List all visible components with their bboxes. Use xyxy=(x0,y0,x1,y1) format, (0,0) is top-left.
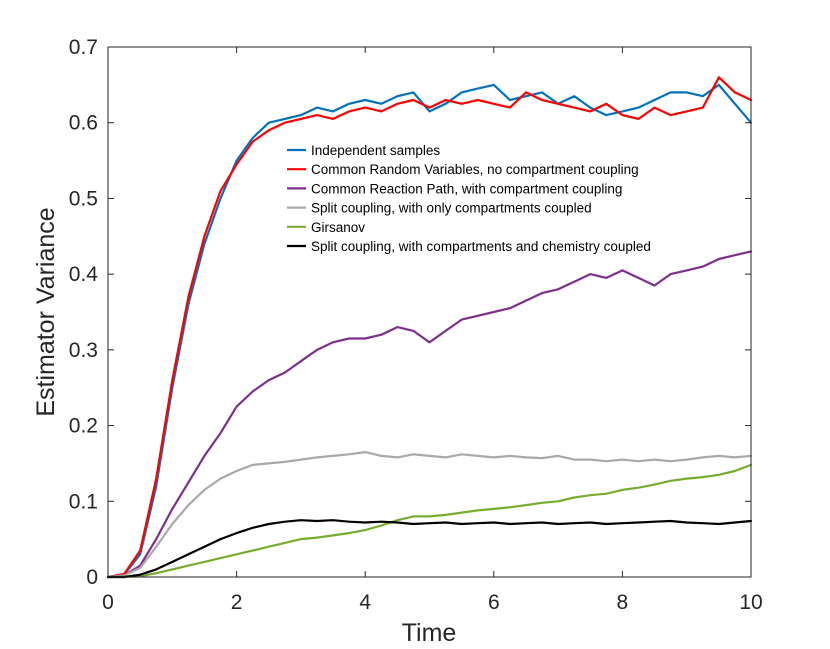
x-axis-label: Time xyxy=(402,619,457,647)
legend-label-3: Common Reaction Path, with compartment c… xyxy=(311,181,622,196)
legend-label-1: Independent samples xyxy=(311,143,440,158)
x-tick-label: 4 xyxy=(359,591,371,614)
y-tick-label: 0.2 xyxy=(69,415,98,438)
legend-label-5: Girsanov xyxy=(311,220,365,235)
axes-box xyxy=(107,46,752,578)
y-tick-label: 0.1 xyxy=(69,490,98,513)
y-tick-label: 0.3 xyxy=(69,339,98,362)
x-tick-label: 2 xyxy=(231,591,243,614)
series-line-4 xyxy=(106,451,753,579)
y-tick-label: 0 xyxy=(86,566,98,589)
y-tick-label: 0.4 xyxy=(69,263,99,286)
legend-label-2: Common Random Variables, no compartment … xyxy=(311,162,639,177)
series-line-2 xyxy=(106,76,753,579)
series-layer xyxy=(106,76,753,579)
x-tick-label: 10 xyxy=(739,591,762,614)
y-tick-label: 0.7 xyxy=(69,36,98,59)
plot-area xyxy=(108,47,751,577)
y-tick-label: 0.5 xyxy=(69,187,98,210)
legend: Independent samples Common Random Variabl… xyxy=(280,140,722,257)
x-tick-label: 8 xyxy=(617,591,629,614)
x-tick-label: 0 xyxy=(102,591,114,614)
series-line-3 xyxy=(106,250,753,579)
series-line-1 xyxy=(106,83,753,579)
legend-box xyxy=(280,140,722,257)
x-tick-label: 6 xyxy=(488,591,500,614)
y-tick-label: 0.6 xyxy=(69,112,98,135)
axes-layer xyxy=(107,46,752,578)
ticks-layer: 0 2 4 6 8 10 0 0.1 0.2 0.3 0.4 0.5 0.6 0.7 xyxy=(69,36,763,614)
y-axis-label: Estimator Variance xyxy=(32,207,60,416)
series-line-6 xyxy=(106,519,753,579)
series-line-5 xyxy=(106,463,753,579)
legend-label-4: Split coupling, with only compartments c… xyxy=(311,201,592,216)
legend-label-6: Split coupling, with compartments and ch… xyxy=(311,239,651,254)
